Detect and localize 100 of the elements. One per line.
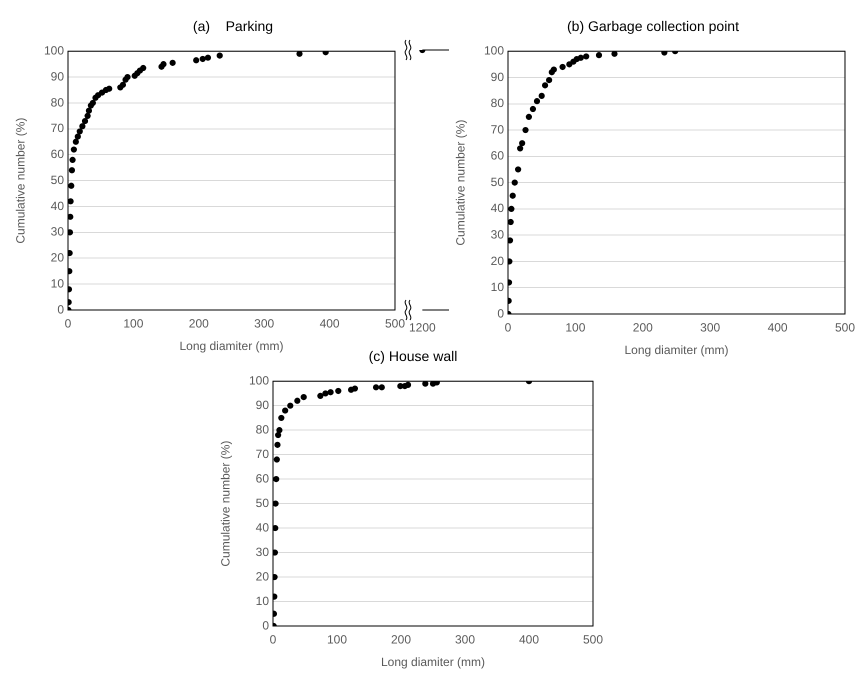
y-tick-label: 0 — [497, 306, 504, 320]
point — [542, 82, 548, 88]
point — [661, 51, 668, 56]
y-tick-label: 20 — [256, 569, 270, 584]
point — [322, 390, 329, 397]
point — [90, 100, 96, 106]
y-tick-label: 70 — [50, 121, 64, 136]
point — [106, 86, 112, 92]
point — [275, 432, 282, 438]
y-axis-title: Cumulative number (%) — [218, 440, 233, 567]
point — [68, 250, 73, 256]
point — [160, 61, 167, 68]
point — [216, 52, 223, 59]
point — [278, 414, 284, 422]
point — [583, 53, 590, 60]
point — [86, 108, 92, 114]
point — [352, 385, 358, 392]
y-tick-label: 60 — [50, 147, 64, 162]
y-tick-label: 20 — [50, 250, 64, 265]
y-tick-label: 100 — [248, 374, 270, 388]
point — [70, 146, 77, 153]
point — [84, 112, 91, 119]
point — [300, 394, 307, 400]
point — [530, 106, 536, 112]
point — [317, 392, 324, 399]
point — [200, 56, 206, 62]
point — [170, 60, 176, 66]
point — [404, 382, 412, 388]
y-tick-label: 80 — [490, 96, 504, 110]
x-tick-label: 500 — [582, 632, 604, 647]
x-tick-label: 200 — [390, 632, 412, 647]
point — [274, 442, 281, 448]
point — [72, 138, 79, 145]
y-tick-label: 40 — [256, 520, 270, 534]
x-tick-label: 200 — [632, 320, 654, 335]
point — [274, 456, 280, 463]
point — [515, 166, 522, 173]
point — [294, 398, 300, 404]
x-tick-label: 200 — [188, 316, 210, 331]
point — [68, 167, 76, 174]
x-tick-label: 300 — [254, 316, 275, 331]
point — [508, 237, 514, 244]
y-tick-label: 90 — [256, 398, 270, 412]
point — [204, 54, 212, 61]
y-tick-label: 10 — [256, 594, 270, 608]
y-tick-label: 100 — [44, 44, 64, 58]
point — [519, 140, 526, 146]
point — [76, 128, 83, 135]
y-tick-label: 80 — [50, 95, 64, 110]
point — [508, 218, 514, 226]
y-tick-label: 40 — [490, 201, 504, 216]
point — [526, 114, 532, 120]
y-tick-label: 20 — [490, 254, 504, 268]
x-tick-label: 400 — [768, 320, 788, 335]
y-tick-label: 90 — [490, 70, 504, 84]
y-tick-label: 60 — [256, 471, 270, 486]
y-tick-label: 30 — [256, 544, 270, 559]
x-tick-label: 100 — [565, 320, 586, 335]
point — [328, 389, 334, 396]
point — [596, 52, 602, 58]
point — [273, 500, 279, 507]
y-tick-label: 90 — [50, 69, 64, 84]
point — [550, 66, 557, 73]
point — [512, 180, 518, 186]
y-tick-label: 0 — [57, 302, 64, 316]
x-tick-label: 300 — [454, 632, 476, 647]
point — [273, 549, 278, 556]
point — [273, 476, 280, 482]
x-tick-label: 300 — [700, 320, 721, 335]
point — [559, 64, 566, 70]
y-tick-label: 80 — [256, 422, 270, 436]
point — [273, 574, 278, 580]
point — [79, 123, 86, 130]
x-axis-title: Long diamiter (mm) — [624, 343, 729, 358]
point — [522, 126, 529, 134]
y-tick-label: 70 — [490, 122, 504, 136]
point — [124, 74, 131, 80]
chart-title: (b) Garbage collection point — [566, 18, 740, 34]
point — [276, 427, 282, 434]
y-tick-label: 30 — [50, 224, 64, 239]
point — [296, 51, 303, 57]
x-axis-title: Long diamiter (mm) — [380, 655, 486, 670]
y-tick-label: 10 — [490, 280, 504, 294]
point — [193, 57, 200, 64]
x-tick-label: 500 — [834, 320, 856, 335]
point — [510, 192, 516, 199]
x-tick-label: 100 — [326, 632, 348, 647]
point — [140, 64, 146, 72]
point — [68, 182, 74, 189]
y-axis-title: Cumulative number (%) — [14, 118, 28, 244]
x-tick-label: 100 — [123, 316, 144, 331]
point — [68, 229, 74, 236]
y-tick-label: 60 — [490, 148, 504, 163]
x-tick-label: 500 — [384, 316, 406, 331]
point — [538, 92, 545, 99]
point — [508, 206, 514, 212]
point — [534, 98, 540, 104]
y-tick-label: 100 — [484, 44, 504, 58]
point — [335, 388, 342, 394]
point — [68, 198, 74, 204]
